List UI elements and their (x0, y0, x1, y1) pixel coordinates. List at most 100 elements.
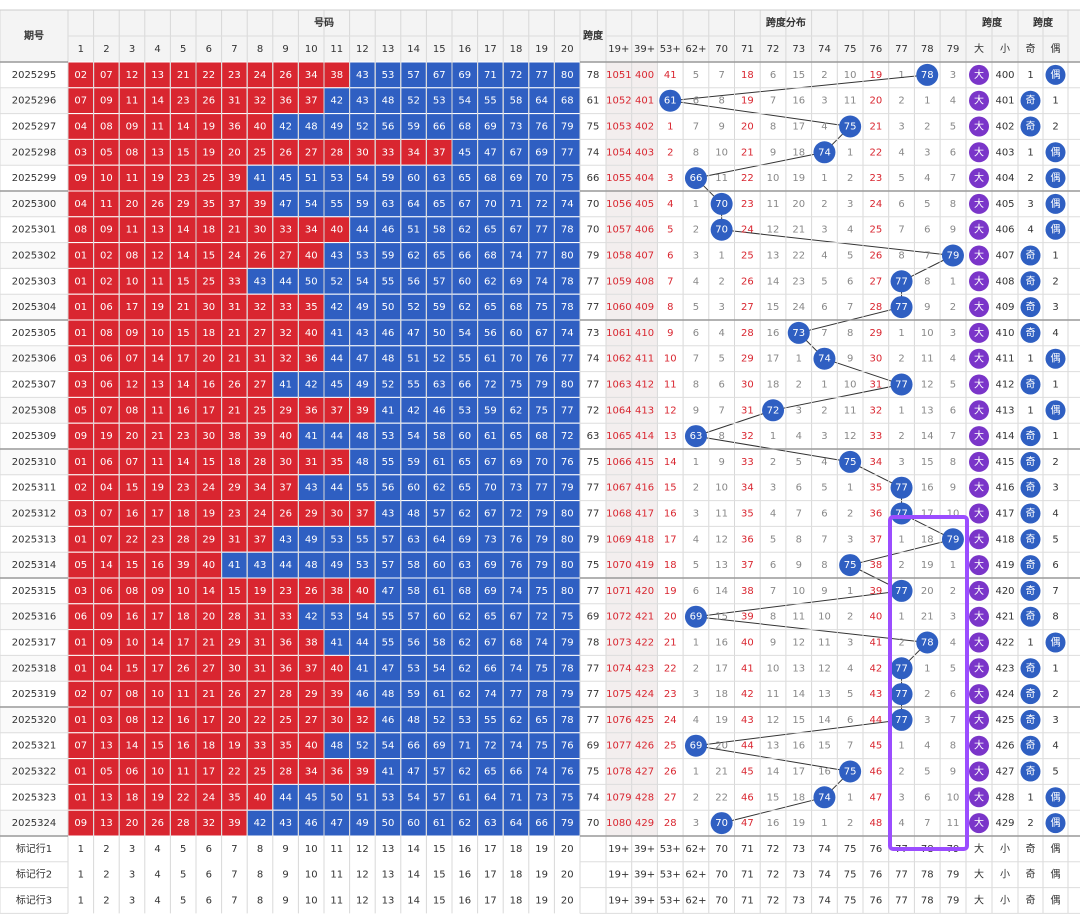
number: 30 (202, 302, 215, 313)
number: 04 (100, 663, 113, 674)
column-label: 53+ (660, 44, 681, 55)
number: 42 (305, 380, 318, 391)
number: 12 (151, 715, 164, 726)
column-label: 71 (741, 44, 754, 55)
big: 大 (974, 610, 984, 623)
number-cell (323, 654, 351, 682)
dist-value: 3 (898, 457, 904, 468)
number: 08 (100, 122, 113, 133)
number: 05 (74, 405, 87, 416)
number: 44 (330, 483, 343, 494)
number-cell (400, 319, 427, 347)
dist-value: 18 (767, 380, 780, 391)
number: 29 (305, 509, 318, 520)
big-marker (969, 322, 989, 343)
number-cell (528, 809, 555, 837)
number-cell (451, 267, 479, 295)
number: 08 (126, 715, 139, 726)
number: 64 (510, 818, 523, 829)
dist-value: 29 (741, 354, 754, 365)
even: 5 (1052, 534, 1058, 545)
number: 40 (356, 586, 369, 597)
footer-cell: 79 (947, 870, 960, 881)
number: 68 (535, 431, 548, 442)
number: 60 (407, 173, 420, 184)
big-marker (969, 142, 989, 163)
dist-value: 10 (921, 328, 934, 339)
span: 66 (587, 173, 600, 184)
dist-value: 45 (741, 767, 754, 778)
number-cell (425, 680, 453, 708)
dist-value: 37 (869, 534, 882, 545)
number: 48 (407, 715, 420, 726)
dist-value: 1064 (606, 405, 631, 416)
footer-cell: 19 (535, 870, 548, 881)
footer-cell: 9 (282, 896, 288, 907)
span-marker (890, 683, 913, 706)
number: 66 (510, 767, 523, 778)
dist-value: 1074 (606, 663, 631, 674)
dist-value: 429 (635, 818, 654, 829)
number: 16 (151, 560, 164, 571)
dist-value: 9 (667, 328, 673, 339)
row-bg (0, 707, 68, 733)
dist-value: 21 (921, 612, 934, 623)
number: 35 (279, 741, 292, 752)
big-marker (969, 503, 989, 524)
dist-value: 1 (821, 173, 827, 184)
issue: 2025299 (12, 173, 57, 184)
dist-value: 18 (921, 534, 934, 545)
dist-value: 4 (796, 431, 802, 442)
dist-value: 4 (847, 663, 853, 674)
dist-value: 1070 (606, 560, 631, 571)
number: 55 (382, 276, 395, 287)
dist-value: 79 (947, 251, 960, 262)
number: 44 (330, 354, 343, 365)
span-marker (839, 760, 862, 783)
span: 70 (587, 225, 600, 236)
big: 大 (974, 816, 984, 829)
number: 78 (561, 302, 574, 313)
issue: 2025308 (12, 405, 57, 416)
footer-cell: 大 (974, 842, 984, 855)
number: 62 (458, 509, 471, 520)
dist-value: 33 (869, 431, 882, 442)
number: 15 (126, 560, 139, 571)
dist-value: 1 (821, 818, 827, 829)
number-cell (297, 422, 325, 450)
dist-value: 1069 (606, 534, 631, 545)
number: 23 (177, 483, 190, 494)
number: 50 (305, 276, 318, 287)
number-cell (477, 267, 504, 295)
odd: 1 (1027, 147, 1033, 158)
number: 57 (433, 767, 446, 778)
number-cell (67, 345, 95, 373)
number: 24 (202, 483, 215, 494)
number: 63 (458, 560, 471, 571)
number: 77 (510, 689, 523, 700)
dist-value: 414 (635, 431, 654, 442)
small: 411 (995, 354, 1014, 365)
number: 14 (151, 96, 164, 107)
footer-cell: 73 (792, 844, 805, 855)
dist-value: 425 (635, 715, 654, 726)
number: 47 (356, 354, 369, 365)
number: 23 (279, 586, 292, 597)
number-cell (553, 164, 581, 192)
number: 11 (151, 122, 164, 133)
number-cell (528, 706, 555, 734)
number: 58 (433, 638, 446, 649)
dist-value: 406 (635, 225, 654, 236)
dist-value: 3 (770, 483, 776, 494)
number: 36 (279, 96, 292, 107)
number: 39 (228, 818, 241, 829)
number-cell (195, 293, 223, 321)
dist-value: 77 (895, 302, 908, 313)
number: 25 (202, 276, 215, 287)
number: 43 (356, 96, 369, 107)
footer-cell: 70 (715, 844, 728, 855)
number: 33 (279, 302, 292, 313)
dist-value: 421 (635, 612, 654, 623)
number: 53 (330, 534, 343, 545)
